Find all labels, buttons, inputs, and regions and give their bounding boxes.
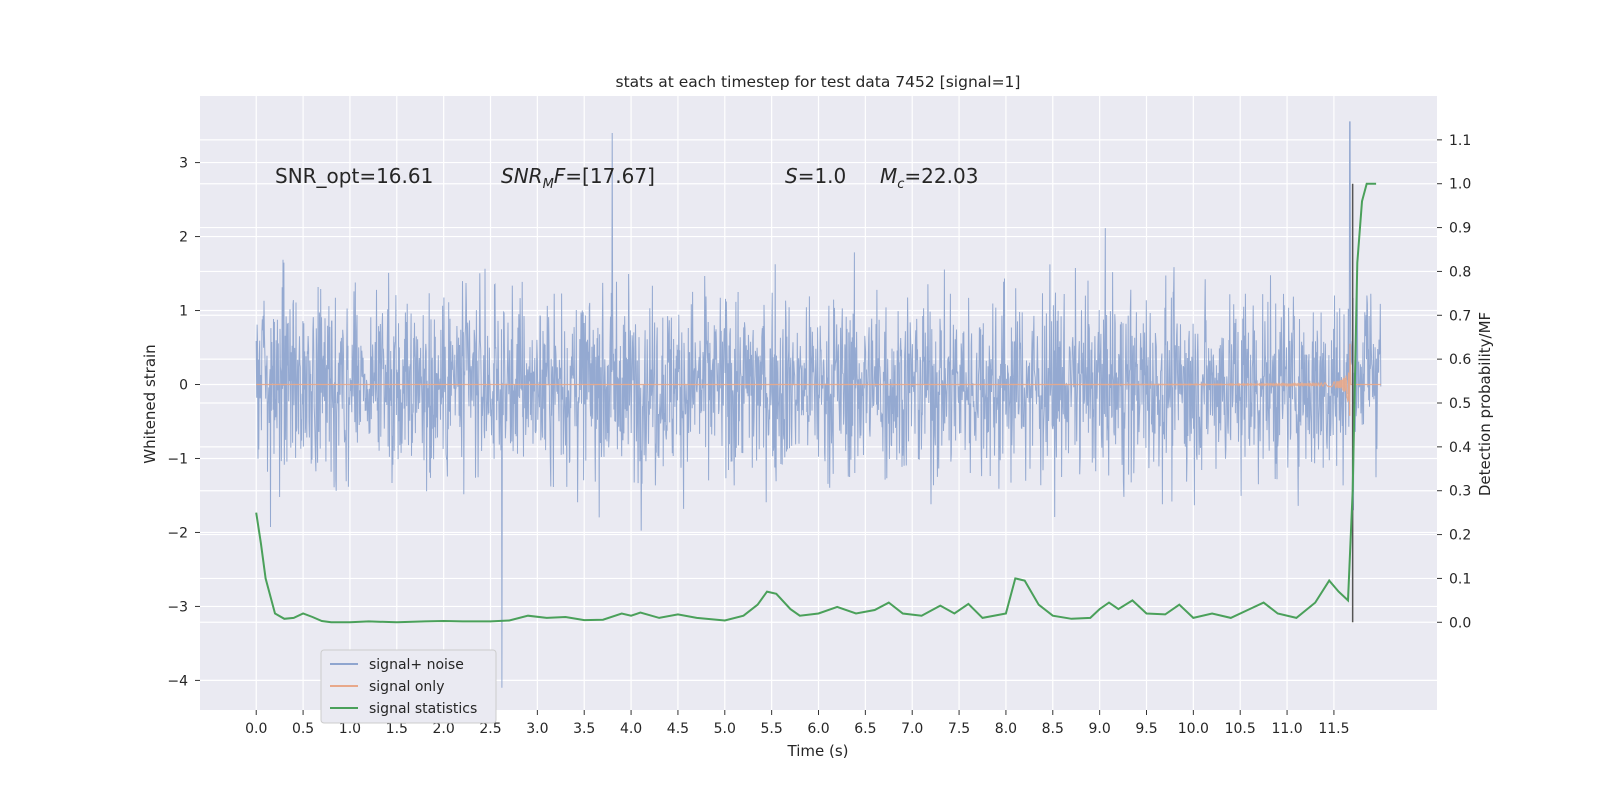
x-tick-label: 11.0 [1271, 721, 1302, 737]
x-tick-label: 7.5 [948, 721, 970, 737]
x-tick-label: 5.5 [761, 721, 783, 737]
chart-title: stats at each timestep for test data 745… [616, 73, 1021, 91]
x-tick-label: 1.5 [386, 721, 408, 737]
annotation-mc: Mc=22.03 [880, 164, 978, 192]
x-tick-label: 3.5 [573, 721, 595, 737]
annotation-mc-sub: c [897, 177, 904, 192]
x-tick-label: 4.5 [667, 721, 689, 737]
y-tick-label-right: 0.7 [1449, 308, 1471, 324]
x-tick-label: 8.5 [1042, 721, 1064, 737]
annotation-snr-mf-value: =[17.67] [565, 164, 655, 188]
y-tick-label-left: −2 [167, 525, 188, 541]
annotation-mc-value: =22.03 [904, 164, 978, 188]
annotation-snr-mf-main: SNR [501, 164, 543, 188]
y-tick-label-left: −4 [167, 673, 188, 689]
legend-label-signal-noise: signal+ noise [369, 657, 464, 673]
y-tick-label-right: 0.4 [1449, 440, 1471, 456]
y-tick-label-left: −1 [167, 451, 188, 467]
y-tick-label-right: 0.9 [1449, 221, 1471, 237]
x-tick-label: 2.0 [433, 721, 455, 737]
grid-lines [200, 96, 1437, 710]
series-signal-statistics-line [255, 182, 1377, 624]
y-tick-label-left: 0 [179, 378, 188, 394]
x-tick-label: 2.5 [479, 721, 501, 737]
y-tick-label-right: 0.1 [1449, 571, 1471, 587]
series-layer [255, 121, 1382, 688]
y-tick-label-left: 1 [179, 304, 188, 320]
y-tick-label-right: 0.0 [1449, 615, 1471, 631]
y-axis-label-right: Detection probability/MF [1476, 312, 1494, 496]
x-tick-label: 10.0 [1178, 721, 1209, 737]
x-tick-label: 3.0 [526, 721, 548, 737]
legend-label-signal-only: signal only [369, 679, 444, 695]
x-tick-label: 9.0 [1089, 721, 1111, 737]
y-tick-label-right: 1.0 [1449, 177, 1471, 193]
y-tick-label-right: 0.2 [1449, 528, 1471, 544]
series-signal-noise-line [255, 121, 1382, 688]
tick-layer: 0.0 0.5 1.0 1.5 2.0 2.5 3.0 3.5 4.0 4.5 5.0 5.5 6.0 6… [167, 133, 1471, 737]
x-tick-label: 6.5 [854, 721, 876, 737]
y-axis-label-left: Whitened strain [141, 344, 159, 463]
annotation-mc-label: M [880, 164, 897, 188]
annotation-s: S=1.0 [785, 164, 846, 188]
y-tick-label-right: 0.6 [1449, 352, 1471, 368]
x-tick-label: 9.5 [1135, 721, 1157, 737]
annotation-s-value: =1.0 [798, 164, 847, 188]
y-tick-label-right: 0.3 [1449, 484, 1471, 500]
y-tick-label-right: 1.1 [1449, 133, 1471, 149]
annotation-snr-mf-sub: M [543, 177, 554, 192]
x-tick-label: 0.0 [245, 721, 267, 737]
y-tick-label-left: 2 [179, 230, 188, 246]
x-tick-label: 4.0 [620, 721, 642, 737]
x-tick-label: 1.0 [339, 721, 361, 737]
x-tick-label: 6.0 [807, 721, 829, 737]
legend-box [320, 649, 497, 724]
annotation-s-label: S [785, 164, 798, 188]
x-tick-label: 8.0 [995, 721, 1017, 737]
y-tick-label-left: −3 [167, 599, 188, 615]
annotation-snr-opt: SNR_opt=16.61 [275, 164, 433, 188]
annotation-snr-mf-rest: F [554, 164, 566, 188]
y-tick-label-left: 3 [179, 156, 188, 172]
annotation-snr-mf: SNRMF=[17.67] [501, 164, 655, 192]
y-tick-label-right: 0.8 [1449, 264, 1471, 280]
series-signal-only-line [256, 343, 1381, 416]
legend: signal+ noise signal only signal statist… [320, 649, 497, 724]
x-tick-label: 7.0 [901, 721, 923, 737]
x-axis-label: Time (s) [787, 742, 849, 760]
x-tick-label: 11.5 [1318, 721, 1349, 737]
x-tick-label: 0.5 [292, 721, 314, 737]
legend-label-signal-statistics: signal statistics [369, 701, 477, 717]
x-tick-label: 5.0 [714, 721, 736, 737]
y-tick-label-right: 0.5 [1449, 396, 1471, 412]
x-tick-label: 10.5 [1225, 721, 1256, 737]
